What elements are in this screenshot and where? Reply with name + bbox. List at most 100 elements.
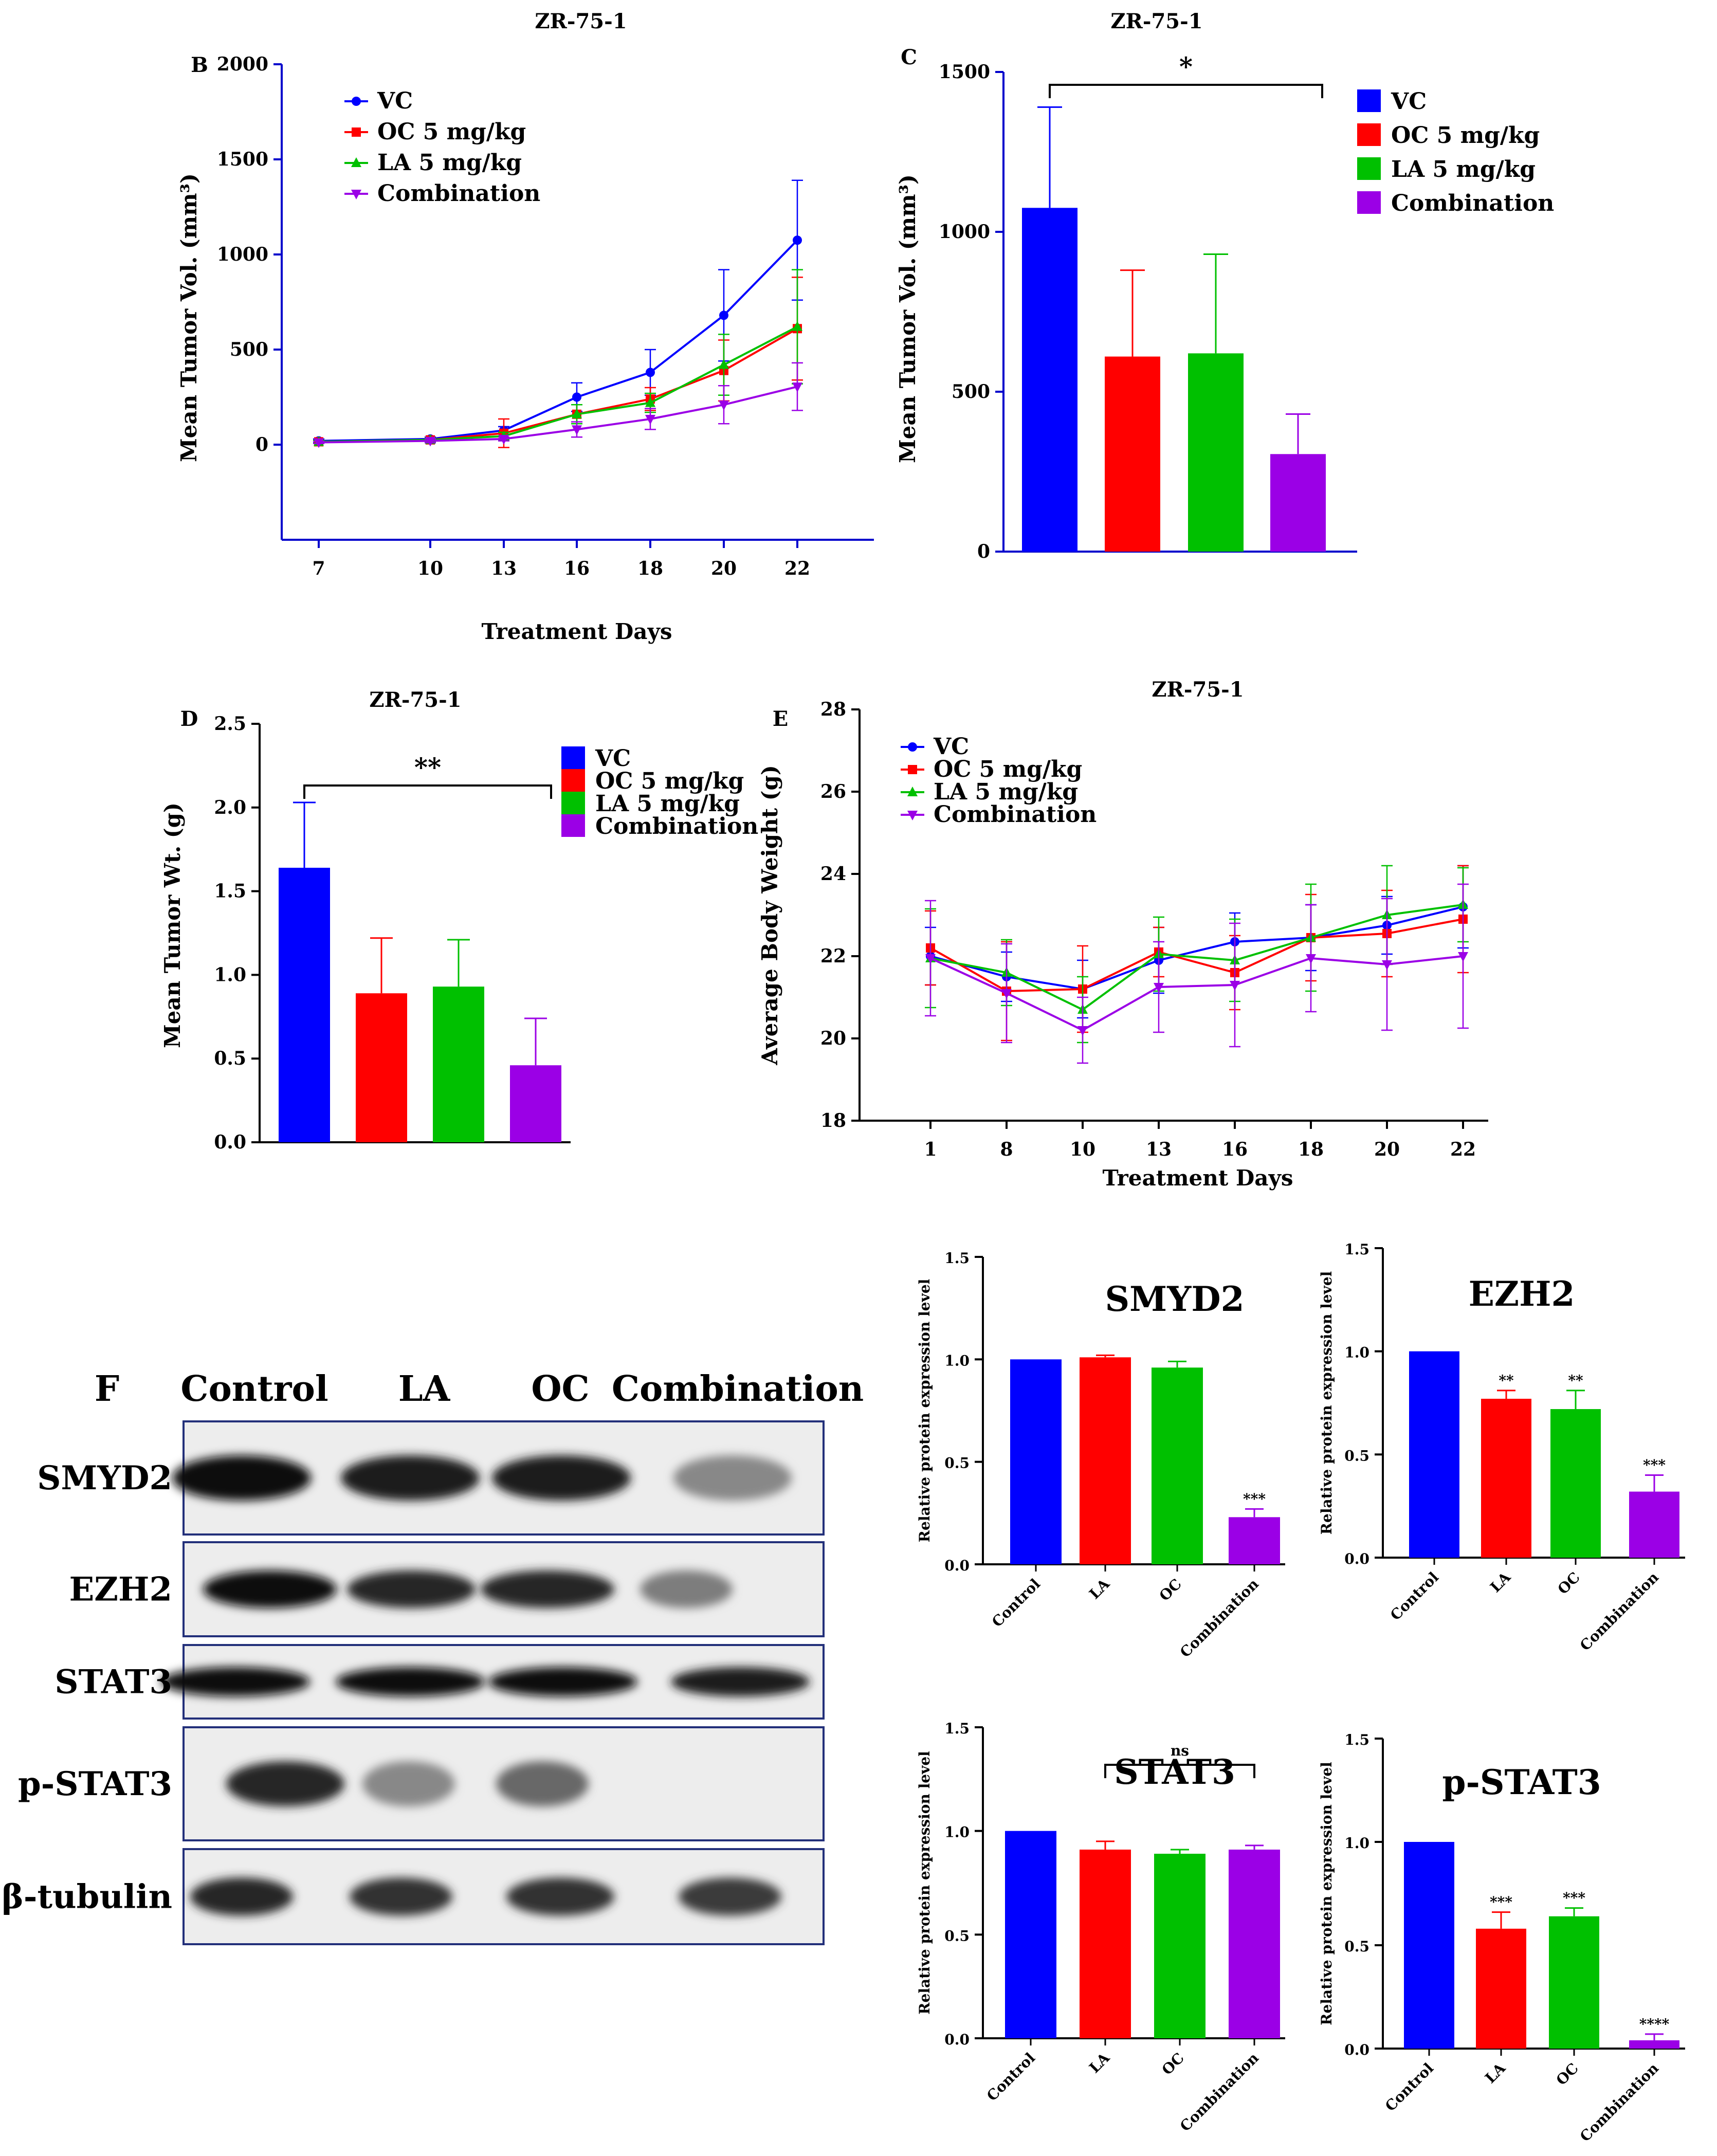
legend-swatch <box>561 769 585 792</box>
blot-band <box>496 1761 589 1806</box>
bar <box>1022 208 1077 552</box>
marker-triangle <box>907 787 918 796</box>
y-tick-label: 18 <box>820 1110 846 1131</box>
y-axis-label: Relative protein expression level <box>1318 1271 1335 1535</box>
y-tick-label: 0.5 <box>944 1455 970 1472</box>
y-tick-label: 0.0 <box>1344 2041 1369 2058</box>
chart-C: 0 500 1000 1500 VC OC 5 mg/kg LA 5 mg/kg Combin… <box>895 9 1554 562</box>
y-tick-label: 24 <box>820 863 846 885</box>
blot-band <box>506 1877 614 1916</box>
x-tick-label: 16 <box>1222 1139 1248 1160</box>
blot-band <box>226 1761 344 1806</box>
marker-triangle <box>719 359 729 369</box>
marker-circle <box>352 97 361 106</box>
y-tick-label: 0.5 <box>944 1927 970 1944</box>
x-tick-label: LA <box>1482 2059 1509 2087</box>
panel-label: D <box>180 707 198 731</box>
series-Combination <box>313 362 803 448</box>
x-tick-label: Control <box>1382 2060 1437 2115</box>
bar <box>1629 2040 1679 2049</box>
x-tick-label: 10 <box>417 558 443 579</box>
lane-label: Combination <box>612 1368 864 1410</box>
x-tick-label: 18 <box>637 558 663 579</box>
significance-stars: ** <box>1499 1372 1514 1389</box>
marker-triangle-down <box>572 425 582 435</box>
x-tick-label: Combination <box>1177 2050 1262 2135</box>
legend-label: Combination <box>595 813 758 839</box>
significance-label: ns <box>1171 1742 1189 1759</box>
chart-title: ZR-75-1 <box>1110 9 1202 33</box>
x-tick-label: 8 <box>1000 1139 1013 1160</box>
marker-triangle-down <box>499 434 509 445</box>
blot-band <box>488 1667 637 1697</box>
chart-title: ZR-75-1 <box>535 9 627 33</box>
y-tick-label: 1.0 <box>214 964 246 985</box>
y-axis-label: Relative protein expression level <box>916 1751 933 2015</box>
blot-band <box>362 1761 455 1806</box>
y-tick-label: 1.0 <box>1344 1835 1369 1852</box>
y-tick-label: 0.5 <box>1344 1447 1369 1464</box>
y-tick-label: 0 <box>977 541 990 562</box>
marker-triangle-down <box>907 811 918 820</box>
series-line <box>318 325 798 443</box>
bar <box>356 993 407 1142</box>
bar <box>1476 1928 1526 2049</box>
x-tick-label: 1 <box>924 1139 937 1160</box>
y-tick-label: 20 <box>820 1028 846 1049</box>
marker-triangle-down <box>425 436 435 447</box>
y-tick-label: 0.0 <box>944 1557 970 1574</box>
bar <box>1550 1409 1601 1558</box>
marker-triangle-down <box>351 190 361 199</box>
y-axis-label: Mean Tumor Wt. (g) <box>160 802 185 1048</box>
legend-label: VC <box>377 88 413 114</box>
significance-bracket <box>1049 84 1323 98</box>
y-tick-label: 1.0 <box>944 1824 970 1841</box>
y-tick-label: 2000 <box>217 53 268 75</box>
x-tick-label: OC <box>1156 1576 1185 1604</box>
marker-triangle-down <box>1077 1026 1088 1036</box>
bar <box>1549 1916 1599 2049</box>
significance-stars: *** <box>1643 1456 1666 1473</box>
marker-triangle-down <box>1306 954 1316 964</box>
legend-swatch <box>1357 89 1381 112</box>
series-LA 5 mg/kg <box>313 269 803 446</box>
bar <box>1409 1351 1459 1558</box>
panel-label: E <box>773 707 789 731</box>
chart-title: EZH2 <box>1469 1274 1575 1314</box>
legend-label: LA 5 mg/kg <box>934 779 1078 805</box>
x-tick-label: 13 <box>491 558 517 579</box>
x-tick-label: Combination <box>1177 1576 1262 1661</box>
blot-row-label: SMYD2 <box>37 1459 172 1497</box>
significance-stars: **** <box>1639 2016 1670 2033</box>
y-tick-label: 1.5 <box>214 881 246 902</box>
lane-label: LA <box>398 1368 451 1410</box>
y-tick-label: 0.0 <box>214 1131 246 1153</box>
blot-band <box>347 1570 476 1609</box>
x-tick-label: 16 <box>564 558 590 579</box>
bar <box>510 1065 561 1142</box>
panel-label: B <box>191 53 208 77</box>
y-axis-label: Relative protein expression level <box>916 1279 933 1543</box>
legend-label: VC <box>933 734 969 760</box>
y-tick-label: 1000 <box>939 221 990 243</box>
bar <box>1154 1854 1205 2038</box>
bar <box>1010 1359 1062 1564</box>
chart-EZH2: 0.0 0.5 1.0 1.5 Control LA ** OC ** Combination **… <box>1318 1241 1685 1654</box>
legend-label: OC 5 mg/kg <box>934 756 1082 782</box>
x-tick-label: Control <box>983 2050 1038 2105</box>
marker-triangle-down <box>1230 981 1240 991</box>
y-tick-label: 500 <box>952 381 990 403</box>
y-tick-label: 0.5 <box>1344 1938 1369 1955</box>
bar <box>1229 1849 1280 2038</box>
x-tick-label: Control <box>1387 1569 1442 1624</box>
marker-triangle <box>645 397 655 407</box>
bar <box>1080 1357 1131 1564</box>
legend-swatch <box>561 746 585 769</box>
legend-label: OC 5 mg/kg <box>595 768 744 794</box>
blot-band <box>679 1877 781 1916</box>
x-tick-label: OC <box>1555 1569 1583 1598</box>
marker-triangle <box>351 157 361 167</box>
